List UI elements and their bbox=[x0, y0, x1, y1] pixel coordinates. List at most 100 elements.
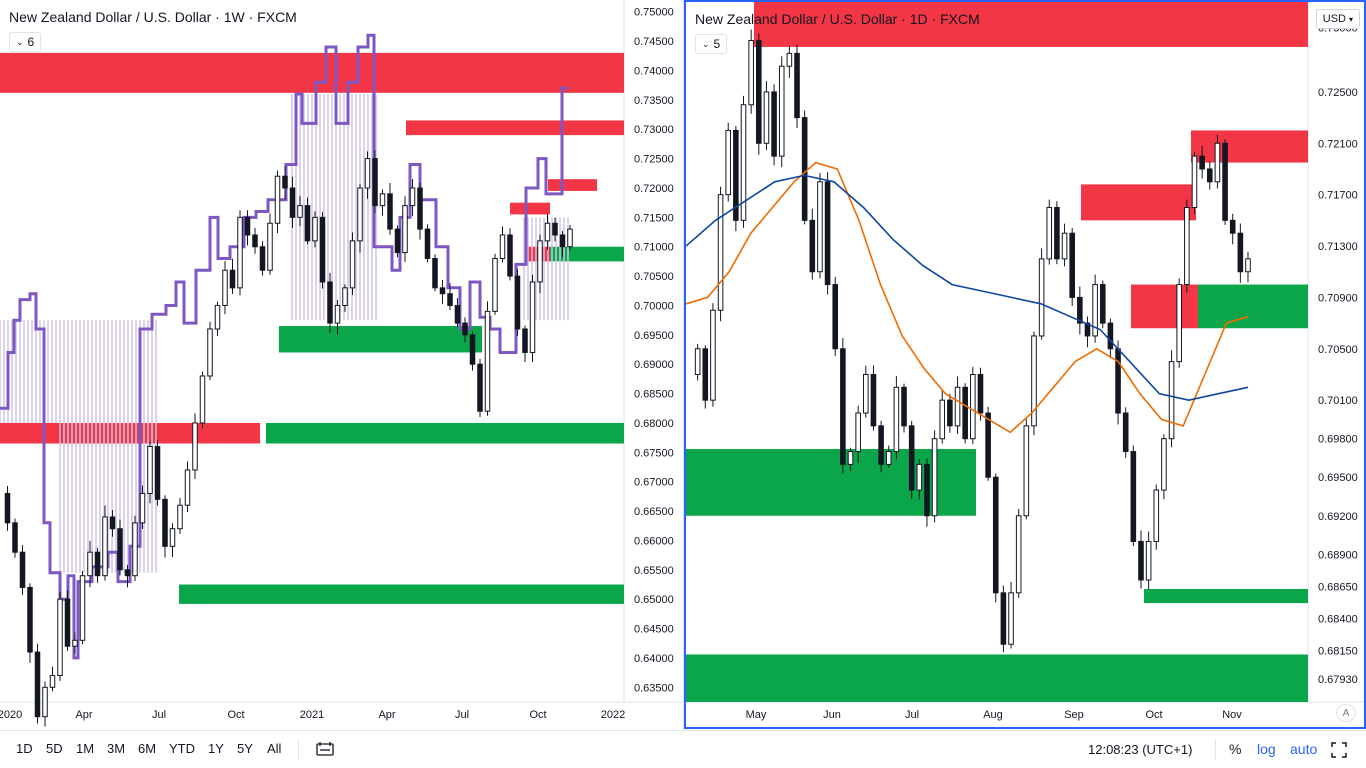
weekly-chart-pane[interactable]: New Zealand Dollar / U.S. Dollar · 1W · … bbox=[0, 0, 684, 730]
range-ytd-button[interactable]: YTD bbox=[169, 741, 195, 756]
time-tick-label: Jun bbox=[823, 709, 841, 721]
date-range-icon[interactable] bbox=[316, 741, 334, 757]
bull-candle bbox=[567, 228, 573, 248]
bull-candle bbox=[169, 528, 176, 547]
price-tick-label: 0.68650 bbox=[1318, 581, 1358, 593]
supply-zone bbox=[754, 2, 1308, 47]
currency-button[interactable]: USD ▾ bbox=[1315, 9, 1360, 29]
time-tick-label: Aug bbox=[983, 709, 1003, 721]
bull-candle bbox=[297, 205, 303, 218]
price-tick-label: 0.71000 bbox=[634, 242, 674, 254]
bull-candle bbox=[1145, 540, 1152, 581]
weekly-chart-canvas[interactable]: 0.75000 0.74500 0.74000 0.73500 0.73000 0.725… bbox=[0, 0, 684, 730]
indicator-legend-toggle[interactable]: ⌄ 5 bbox=[695, 34, 728, 54]
fullscreen-icon[interactable] bbox=[1331, 742, 1347, 758]
bull-candle bbox=[740, 104, 747, 221]
daily-chart-canvas[interactable]: 0.730000.725000.721000.717000.713000.709… bbox=[686, 2, 1364, 727]
auto-scale-toggle[interactable]: auto bbox=[1290, 741, 1318, 757]
price-tick-label: 0.66000 bbox=[634, 535, 674, 547]
supply-zone bbox=[1131, 284, 1198, 329]
bull-candle bbox=[1176, 284, 1182, 363]
price-tick-label: 0.71700 bbox=[1318, 190, 1358, 202]
bear-candle bbox=[244, 216, 251, 236]
bull-candle bbox=[192, 422, 198, 471]
bear-candle bbox=[469, 334, 476, 365]
bear-candle bbox=[992, 476, 999, 594]
range-5y-button[interactable]: 5Y bbox=[237, 741, 253, 756]
log-scale-toggle[interactable]: log bbox=[1257, 741, 1276, 757]
price-tick-label: 0.66500 bbox=[634, 506, 674, 518]
bull-candle bbox=[267, 222, 273, 271]
bull-candle bbox=[214, 304, 221, 330]
bear-candle bbox=[522, 328, 528, 353]
bull-candle bbox=[970, 373, 976, 440]
percent-scale-toggle[interactable]: % bbox=[1229, 741, 1242, 757]
bear-candle bbox=[809, 219, 816, 273]
bull-candle bbox=[484, 310, 491, 412]
bull-candle bbox=[199, 375, 206, 424]
auto-scale-button[interactable]: A bbox=[1336, 704, 1356, 722]
price-tick-label: 0.70100 bbox=[1318, 395, 1358, 407]
bull-candle bbox=[379, 193, 386, 207]
supply-zone bbox=[548, 179, 597, 191]
bear-candle bbox=[424, 228, 431, 259]
bull-candle bbox=[499, 234, 506, 259]
indicator-count: 5 bbox=[713, 37, 721, 51]
bear-candle bbox=[832, 284, 839, 350]
bull-candle bbox=[1023, 425, 1030, 517]
daily-chart-pane[interactable]: New Zealand Dollar / U.S. Dollar · 1D · … bbox=[684, 0, 1366, 729]
indicator-legend-toggle[interactable]: ⌄ 6 bbox=[9, 32, 42, 52]
supply-zone bbox=[1191, 130, 1308, 163]
bear-candle bbox=[1206, 168, 1213, 183]
bear-candle bbox=[162, 498, 168, 547]
bear-candle bbox=[1069, 232, 1075, 298]
range-6m-button[interactable]: 6M bbox=[138, 741, 157, 756]
bear-candle bbox=[477, 363, 483, 412]
price-tick-label: 0.74000 bbox=[634, 65, 674, 77]
bull-candle bbox=[177, 504, 183, 530]
bull-candle bbox=[222, 269, 228, 306]
bear-candle bbox=[252, 234, 258, 248]
bull-candle bbox=[931, 438, 938, 517]
bull-candle bbox=[763, 91, 770, 144]
clock-display[interactable]: 12:08:23 (UTC+1) bbox=[1088, 742, 1193, 757]
bull-candle bbox=[916, 463, 923, 491]
price-tick-label: 0.68000 bbox=[634, 418, 674, 430]
bull-candle bbox=[847, 451, 854, 465]
demand-zone bbox=[266, 422, 624, 444]
chevron-down-icon: ▾ bbox=[1348, 14, 1353, 24]
bear-candle bbox=[64, 598, 71, 647]
range-3m-button[interactable]: 3M bbox=[107, 741, 126, 756]
bull-candle bbox=[529, 281, 536, 353]
bull-candle bbox=[237, 216, 243, 289]
bear-candle bbox=[947, 399, 953, 427]
bear-candle bbox=[985, 412, 991, 478]
bull-candle bbox=[72, 639, 78, 647]
price-tick-label: 0.72100 bbox=[1318, 138, 1358, 150]
bear-candle bbox=[908, 425, 915, 491]
toolbar-divider bbox=[1215, 740, 1216, 760]
price-tick-label: 0.73000 bbox=[634, 124, 674, 136]
price-tick-label: 0.72500 bbox=[634, 154, 674, 166]
price-tick-label: 0.65500 bbox=[634, 565, 674, 577]
range-5d-button[interactable]: 5D bbox=[46, 741, 63, 756]
moving-average-line bbox=[686, 161, 1249, 434]
bear-candle bbox=[507, 234, 513, 277]
bear-candle bbox=[1084, 322, 1091, 337]
chart-title: New Zealand Dollar / U.S. Dollar · 1W · … bbox=[9, 9, 297, 25]
indicator-count: 6 bbox=[27, 35, 35, 49]
bear-candle bbox=[417, 187, 423, 230]
bull-candle bbox=[1161, 438, 1167, 491]
bear-candle bbox=[327, 281, 333, 324]
range-1y-button[interactable]: 1Y bbox=[208, 741, 224, 756]
bull-candle bbox=[49, 675, 56, 688]
range-all-button[interactable]: All bbox=[267, 741, 282, 756]
price-tick-label: 0.63500 bbox=[634, 682, 674, 694]
bull-candle bbox=[1191, 155, 1198, 209]
range-1d-button[interactable]: 1D bbox=[16, 741, 33, 756]
bear-candle bbox=[282, 175, 288, 189]
bear-candle bbox=[1199, 155, 1205, 170]
range-1m-button[interactable]: 1M bbox=[76, 741, 95, 756]
demand-zone bbox=[1144, 588, 1308, 604]
price-tick-label: 0.70900 bbox=[1318, 292, 1358, 304]
